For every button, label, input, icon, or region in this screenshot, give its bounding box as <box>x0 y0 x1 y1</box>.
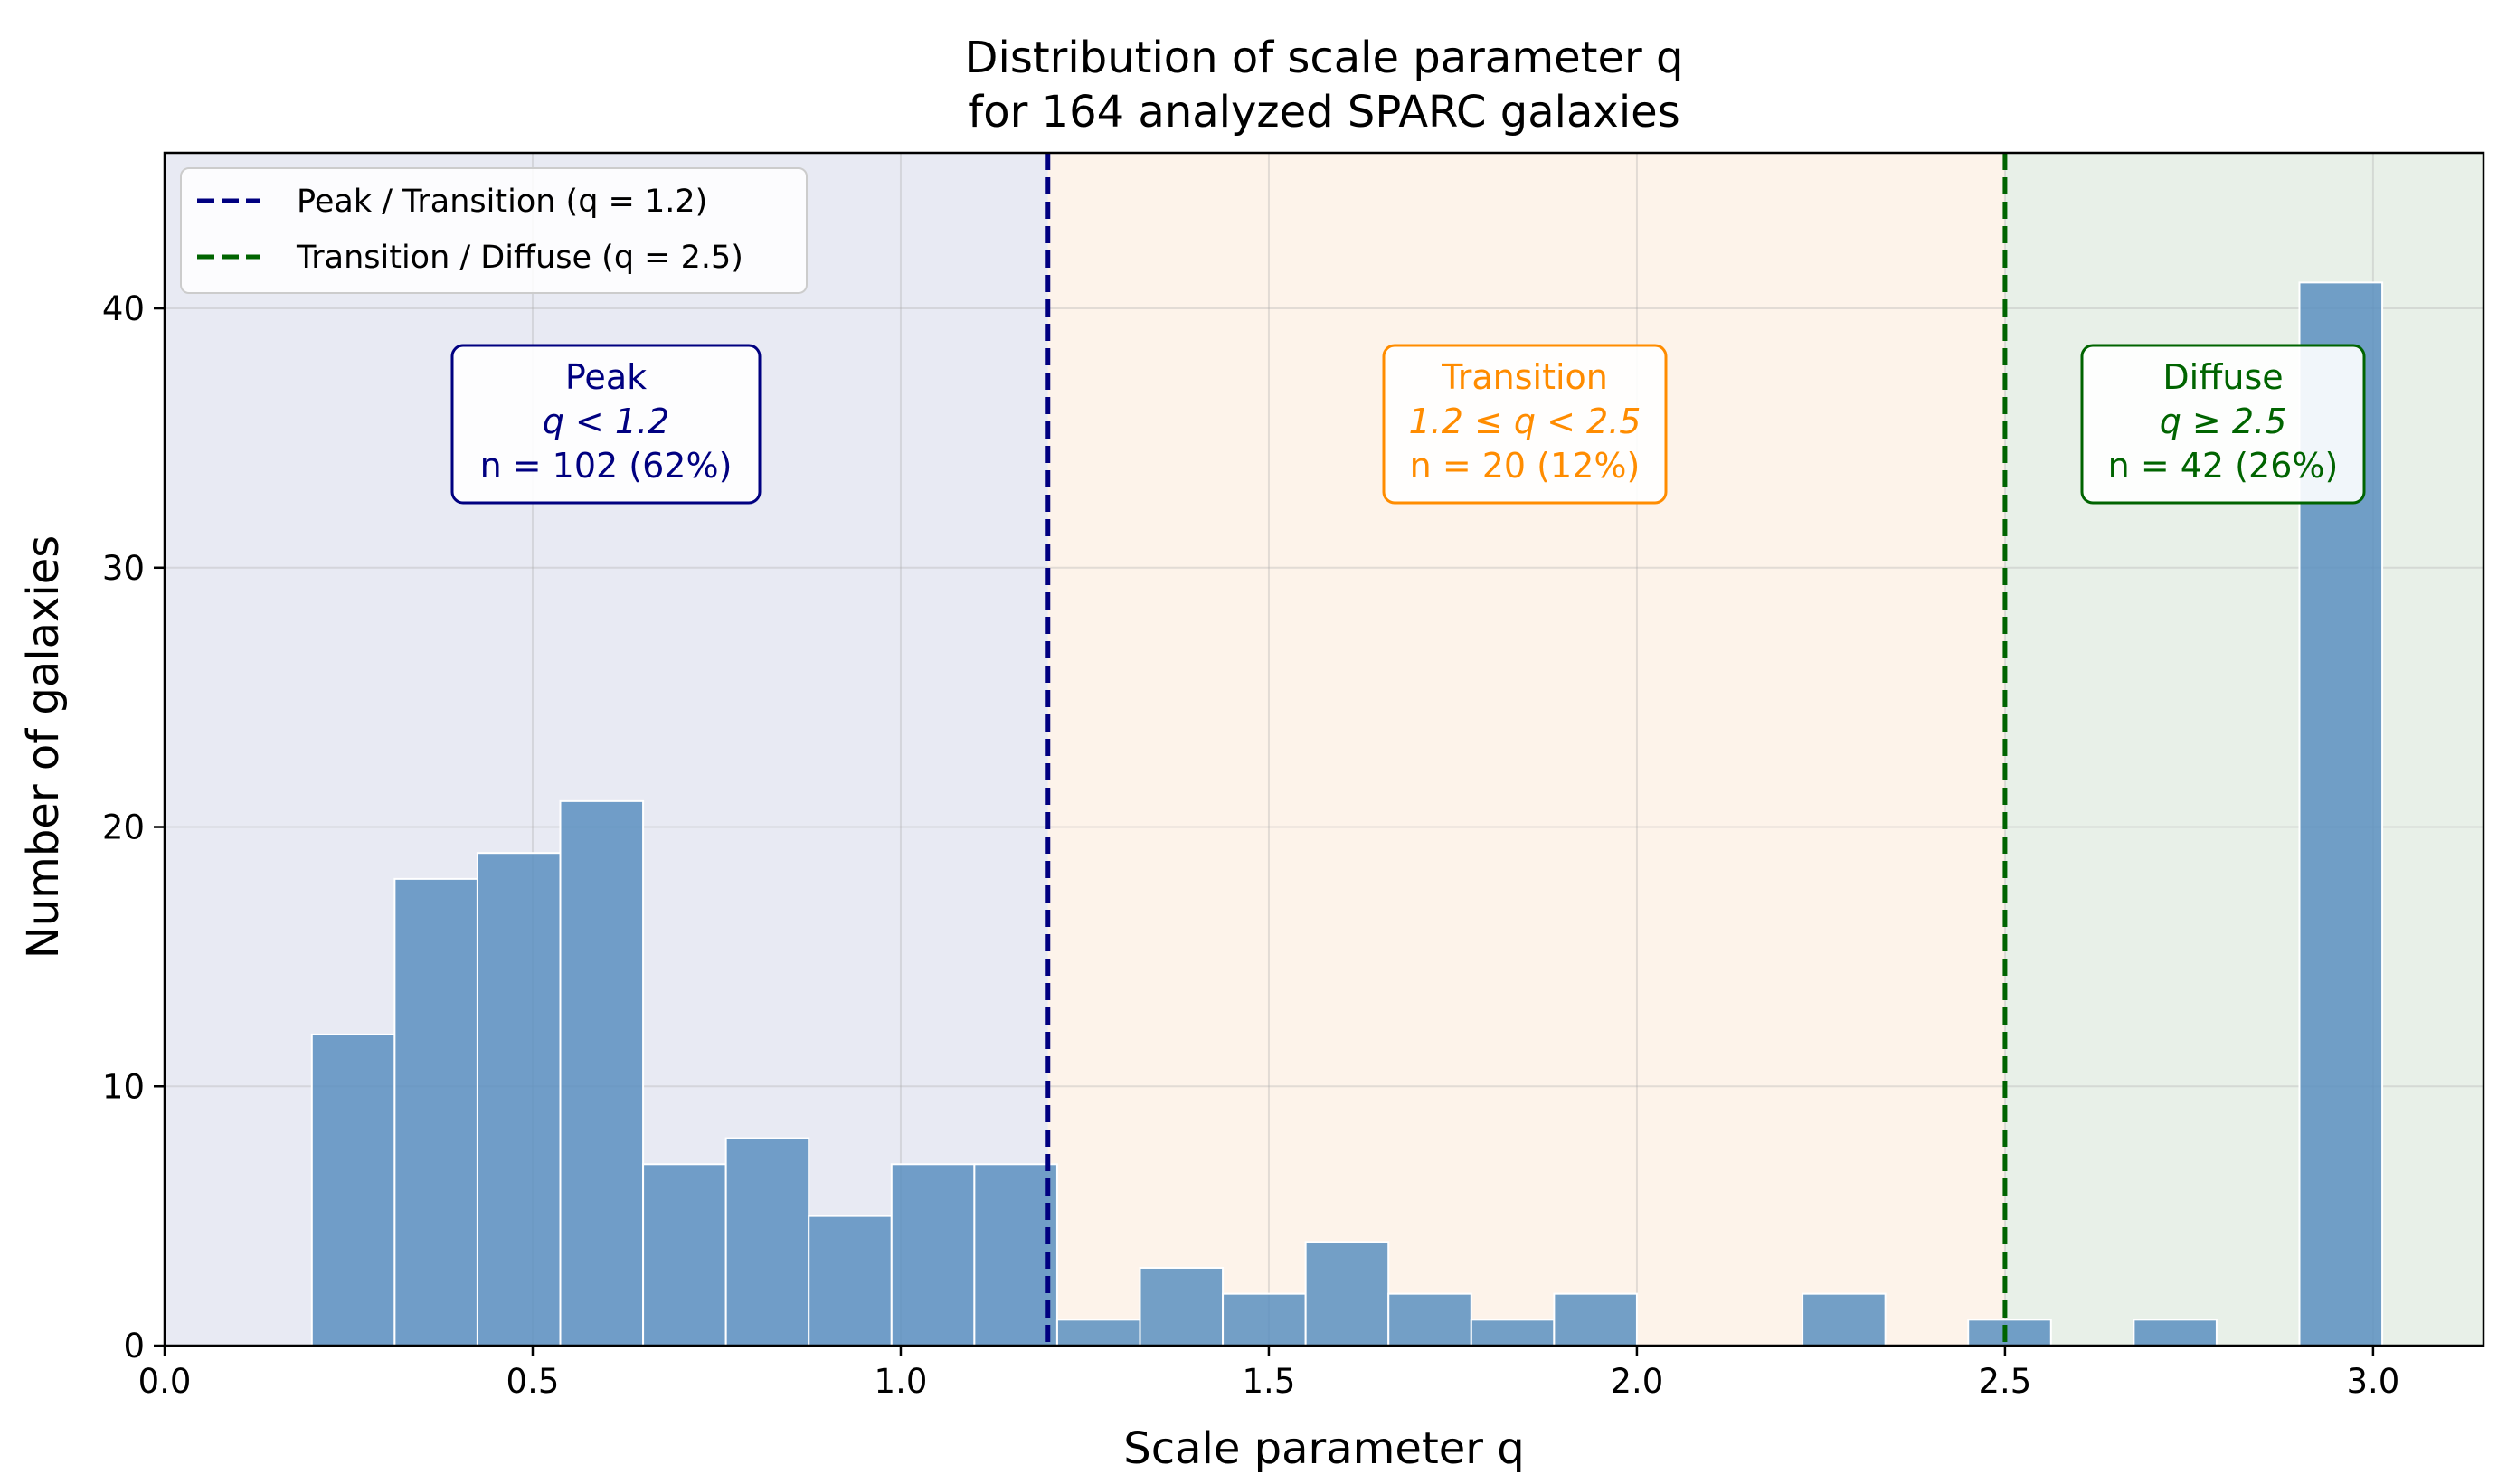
region-annotation-line-1-1: 1.2 ≤ q < 2.5 <box>1409 402 1641 441</box>
legend-label-0: Peak / Transition (q = 1.2) <box>297 184 707 220</box>
legend-label-1: Transition / Diffuse (q = 2.5) <box>296 240 743 276</box>
region-annotation-line-2-2: n = 42 (26%) <box>2108 446 2339 486</box>
region-background-2 <box>2004 153 2483 1346</box>
histogram-bar-18 <box>2133 1319 2218 1347</box>
x-tick-label-2: 1.0 <box>875 1362 928 1401</box>
histogram-bar-12 <box>1304 1241 1390 1347</box>
region-annotation-box-2 <box>2080 344 2366 505</box>
y-tick-label-0: 0 <box>123 1327 145 1366</box>
legend-box <box>180 167 808 294</box>
histogram-bar-13 <box>1387 1292 1472 1347</box>
axis-ticks: 0.0 0.5 1.0 1.5 2.0 2.5 3.0 0 10 20 30 40 <box>102 289 2399 1401</box>
histogram-bar-10 <box>1139 1266 1225 1347</box>
threshold-lines <box>1045 153 2008 1346</box>
histogram-bar-6 <box>808 1215 893 1347</box>
histogram-bar-4 <box>642 1163 727 1347</box>
histogram-bar-3 <box>559 799 645 1347</box>
region-annotation-line-0-2: n = 102 (62%) <box>480 446 733 486</box>
histogram-bar-17 <box>1967 1319 2052 1347</box>
histogram-bar-5 <box>724 1137 810 1347</box>
histogram-bar-0 <box>310 1033 396 1347</box>
y-tick-label-1: 10 <box>102 1067 145 1106</box>
x-tick-label-6: 3.0 <box>2346 1362 2399 1401</box>
region-annotation-line-0-1: q < 1.2 <box>543 402 670 441</box>
region-annotations: Peak q < 1.2 n = 102 (62%) Transition 1.2 ≤ … <box>450 344 2366 505</box>
histogram-bar-2 <box>476 852 562 1347</box>
region-annotation-line-1-2: n = 20 (12%) <box>1410 446 1641 486</box>
histogram-bar-7 <box>890 1163 976 1347</box>
histogram-bar-9 <box>1055 1319 1141 1347</box>
x-tick-label-3: 1.5 <box>1243 1362 1296 1401</box>
region-annotation-line-0-0: Peak <box>565 357 647 397</box>
y-tick-label-3: 30 <box>102 549 145 588</box>
region-annotation-line-1-0: Transition <box>1441 357 1608 397</box>
x-tick-label-4: 2.0 <box>1611 1362 1664 1401</box>
chart-title-line-1: Distribution of scale parameter q <box>965 33 1684 83</box>
region-annotation-box-0 <box>450 344 762 505</box>
histogram-bar-14 <box>1470 1319 1556 1347</box>
histogram-bar-8 <box>973 1163 1058 1347</box>
histogram-bar-11 <box>1222 1292 1307 1347</box>
histogram-bar-15 <box>1553 1292 1638 1347</box>
y-axis-label: Number of galaxies <box>18 535 69 959</box>
region-annotation-box-1 <box>1382 344 1668 505</box>
x-tick-label-0: 0.0 <box>138 1362 192 1401</box>
region-background-1 <box>1047 153 2005 1346</box>
y-tick-label-2: 20 <box>102 808 145 847</box>
plot-frame <box>163 151 2485 1347</box>
x-tick-label-1: 0.5 <box>506 1362 560 1401</box>
region-annotation-line-2-0: Diffuse <box>2162 357 2283 397</box>
x-axis-label: Scale parameter q <box>1123 1423 1525 1474</box>
histogram-bar-16 <box>1802 1292 1887 1347</box>
y-tick-label-4: 40 <box>102 289 145 328</box>
legend: Peak / Transition (q = 1.2) Transition / … <box>180 167 808 294</box>
region-annotation-line-2-1: q ≥ 2.5 <box>2160 402 2287 441</box>
histogram-bar-1 <box>393 877 478 1347</box>
x-tick-label-5: 2.5 <box>1978 1362 2031 1401</box>
chart-title-line-2: for 164 analyzed SPARC galaxies <box>968 87 1679 137</box>
